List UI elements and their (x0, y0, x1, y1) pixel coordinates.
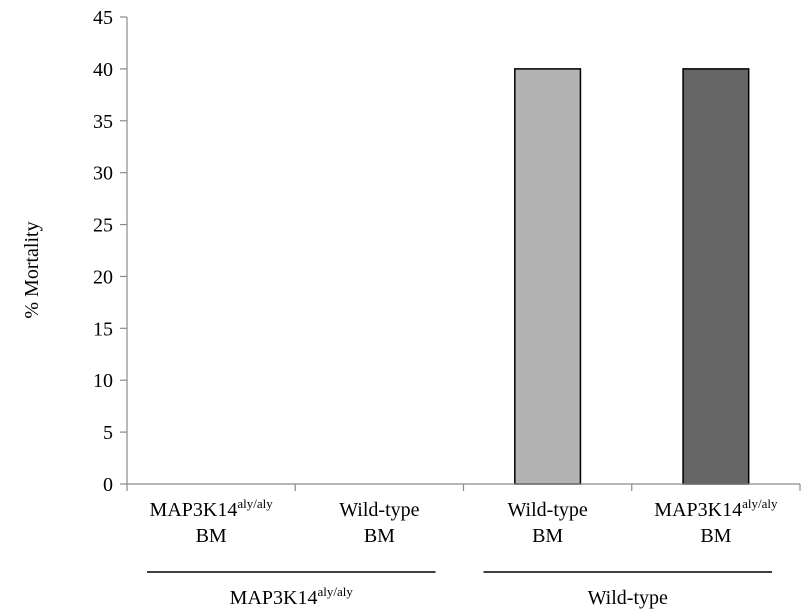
bar (682, 68, 750, 485)
y-tick-label: 35 (93, 111, 113, 133)
group-label: Wild-type (588, 587, 668, 609)
group-label: MAP3K14aly/aly (230, 584, 354, 609)
category-label-line2: BM (700, 525, 731, 547)
category-label: MAP3K14aly/aly (150, 496, 274, 521)
y-tick-label: 0 (103, 474, 113, 496)
category-label: Wild-type (507, 499, 587, 521)
bars (514, 68, 750, 485)
y-tick-label: 40 (93, 59, 113, 81)
y-tick-label: 20 (93, 266, 113, 288)
category-label-line2: BM (196, 525, 227, 547)
y-tick-label: 10 (93, 370, 113, 392)
y-tick-label: 30 (93, 163, 113, 185)
category-label: Wild-type (339, 499, 419, 521)
bar (514, 68, 582, 485)
category-labels: MAP3K14aly/aly BM Wild-type BM Wild-type BM MA… (126, 484, 801, 547)
y-tick-label: 15 (93, 318, 113, 340)
category-label-line2: BM (532, 525, 563, 547)
category-label: MAP3K14aly/aly (654, 496, 778, 521)
y-tick-label: 5 (103, 422, 113, 444)
y-tick-label: 25 (93, 215, 113, 237)
group-labels: MAP3K14aly/aly Wild-type (147, 571, 772, 609)
y-axis-title: % Mortality (21, 221, 43, 318)
category-label-line2: BM (364, 525, 395, 547)
y-axis-ticks: 0 5 10 15 20 25 30 35 40 45 (93, 7, 127, 496)
y-tick-label: 45 (93, 7, 113, 29)
